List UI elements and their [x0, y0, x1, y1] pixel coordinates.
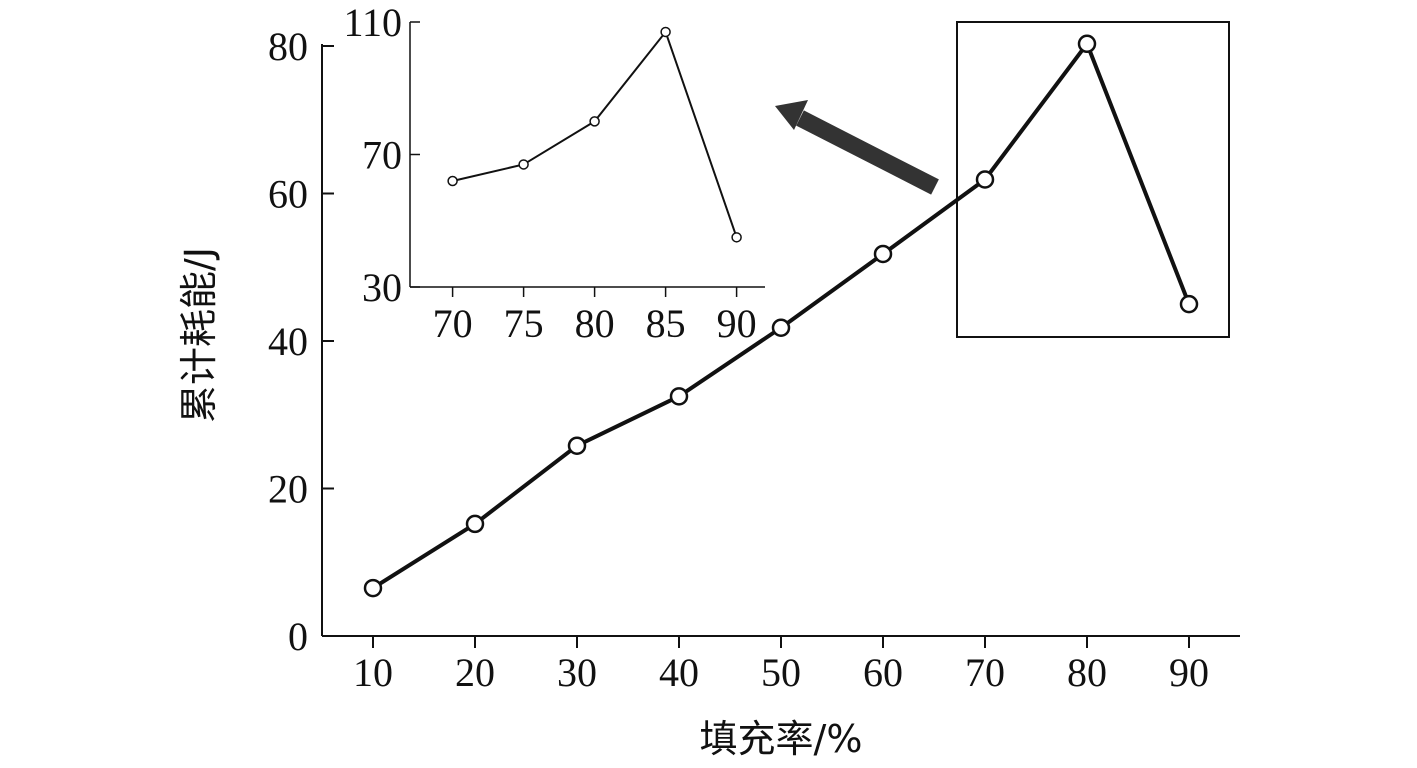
main-chart: 0 20 40 60 80 10 20 30 40 50 60 70 80 90 填充率/% 累计耗能/J — [177, 24, 1240, 761]
inset-x-tick-label: 70 — [433, 301, 473, 346]
data-point — [771, 318, 791, 337]
data-point — [465, 514, 485, 534]
x-tick-label: 10 — [353, 650, 393, 695]
inset-y-tick-label: 30 — [362, 265, 402, 310]
inset-data-point — [518, 159, 529, 170]
x-tick-label: 80 — [1067, 650, 1107, 695]
inset-series-line — [452, 30, 738, 238]
data-point — [567, 436, 587, 455]
y-tick-label: 80 — [268, 24, 308, 69]
inset-y-tick-label: 110 — [343, 0, 402, 45]
x-tick-label: 90 — [1169, 650, 1209, 695]
highlight-box — [956, 21, 1230, 338]
y-tick-label: 20 — [268, 467, 308, 512]
data-point — [363, 578, 383, 598]
series-line — [371, 41, 1191, 590]
inset-x-tick-label: 75 — [504, 301, 544, 346]
inset-chart: 30 70 110 70 75 80 85 90 — [343, 0, 765, 346]
x-tick-label: 70 — [965, 650, 1005, 695]
inset-y-tick-label: 70 — [362, 133, 402, 178]
data-point — [873, 244, 893, 264]
y-tick-label: 40 — [268, 319, 308, 364]
y-tick-label: 0 — [288, 614, 308, 659]
x-tick-label: 60 — [863, 650, 903, 695]
x-tick-label: 40 — [659, 650, 699, 695]
y-axis-title: 累计耗能/J — [177, 247, 221, 423]
inset-data-point — [731, 232, 742, 243]
annotations — [775, 21, 1230, 338]
inset-data-point — [660, 26, 671, 38]
data-point — [1179, 294, 1199, 314]
arrow-shaft — [796, 110, 939, 195]
x-tick-label: 30 — [557, 650, 597, 695]
data-point — [975, 170, 995, 189]
x-tick-label: 20 — [455, 650, 495, 695]
inset-x-tick-label: 85 — [646, 301, 686, 346]
arrow-head — [775, 100, 808, 130]
data-point — [669, 387, 689, 406]
x-tick-label: 50 — [761, 650, 801, 695]
data-point — [1077, 34, 1097, 54]
inset-x-tick-label: 80 — [575, 301, 615, 346]
inset-data-point — [589, 116, 600, 127]
y-tick-label: 60 — [268, 172, 308, 217]
inset-x-tick-label: 90 — [717, 301, 757, 346]
inset-data-point — [447, 175, 458, 187]
x-axis-title: 填充率/% — [700, 717, 863, 761]
